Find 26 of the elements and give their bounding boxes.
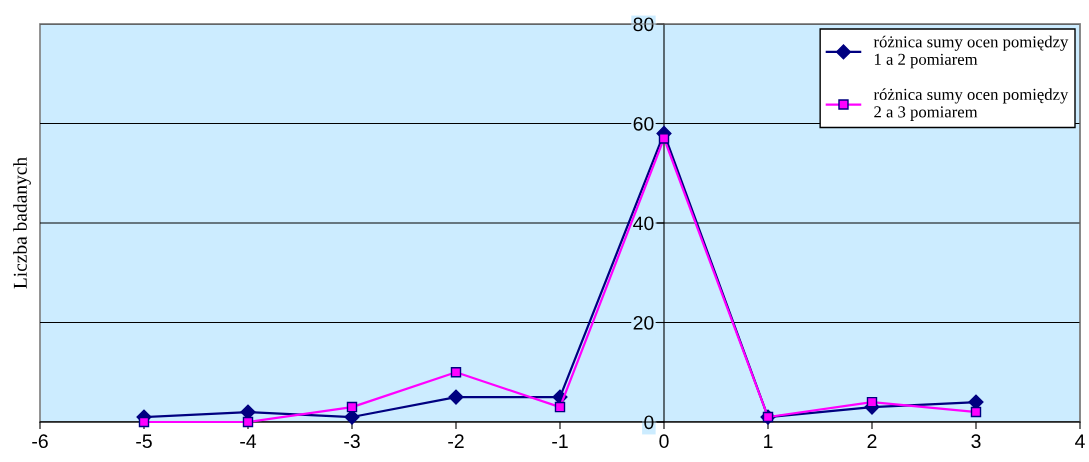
- y-axis-title: Liczba badanych: [13, 157, 31, 289]
- y-tick-label: 80: [633, 17, 654, 32]
- point: [346, 401, 358, 413]
- x-tick-label: -6: [32, 434, 48, 449]
- point: [970, 406, 982, 418]
- legend-label: różnica sumy ocen pomiędzy 1 a 2 pomiarem: [873, 35, 1069, 69]
- x-tick-label: 3: [971, 434, 981, 449]
- x-tick-label: 4: [1075, 434, 1085, 448]
- y-tick-label: 0: [644, 415, 654, 430]
- point: [554, 401, 566, 413]
- x-tick-label: 1: [764, 434, 773, 448]
- y-tick-label: 40: [633, 216, 654, 231]
- x-tick-label: -2: [448, 434, 464, 448]
- x-tick-label: -5: [136, 434, 152, 449]
- x-tick-label: 0: [659, 434, 669, 449]
- point: [242, 416, 254, 428]
- legend-label: różnica sumy ocen pomiędzy 2 a 3 pomiarem: [873, 88, 1069, 121]
- x-tick-label: -3: [344, 434, 360, 449]
- point: [450, 367, 462, 378]
- point: [448, 389, 464, 405]
- point: [658, 133, 670, 144]
- y-tick-label: 60: [633, 116, 654, 131]
- y-tick-label: 20: [633, 315, 654, 330]
- x-tick-label: -1: [552, 434, 568, 448]
- x-tick-label: -4: [240, 434, 257, 448]
- x-tick-label: 2: [867, 434, 877, 448]
